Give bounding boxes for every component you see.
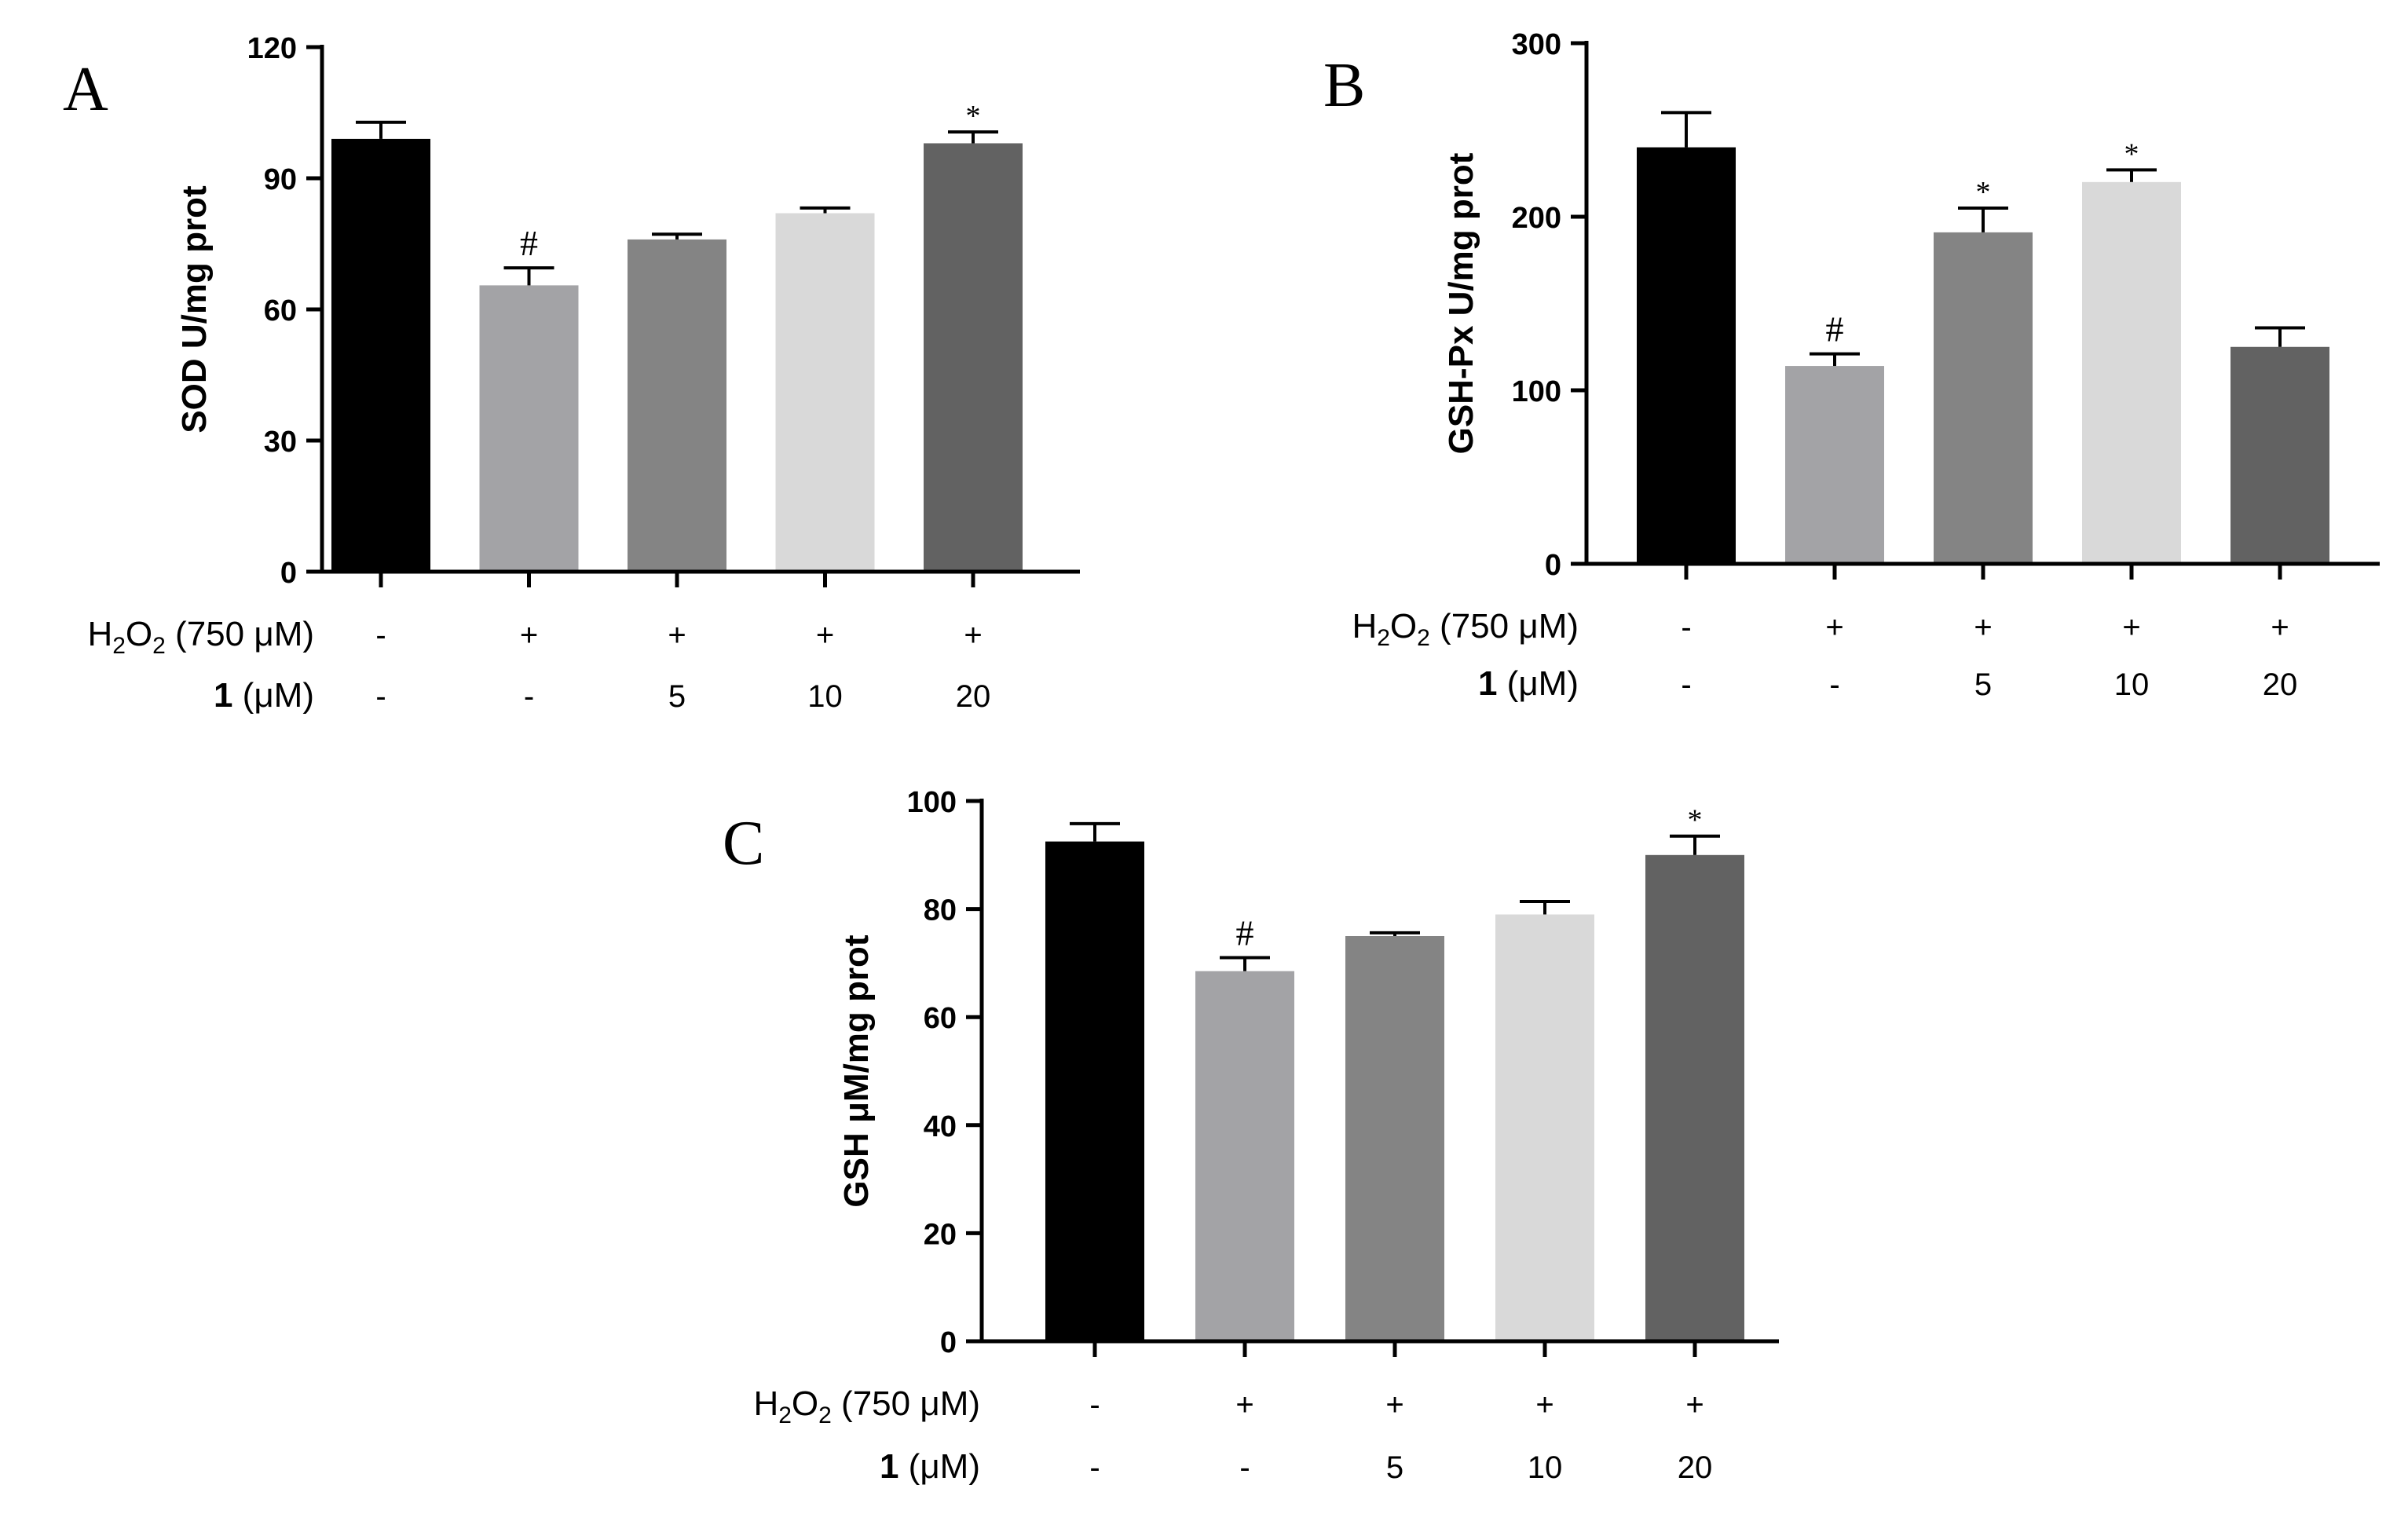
condition-value: 20 [1678, 1450, 1713, 1485]
y-axis-label: GSH μM/mg prot [837, 934, 876, 1207]
condition-value: 10 [1528, 1450, 1563, 1485]
condition-value: 5 [1386, 1450, 1403, 1485]
bar [1637, 147, 1736, 565]
y-tick-label: 0 [1545, 549, 1561, 582]
y-tick-label: 60 [924, 1002, 957, 1035]
condition-value: + [1685, 1388, 1704, 1422]
y-tick-label: 80 [924, 894, 957, 927]
panel-letter: A [63, 55, 108, 124]
chart-panel-a: A # * 0 30 60 90 120 SOD U/mg prot H2O2 (750 μM) -… [63, 32, 1080, 715]
bar [1345, 936, 1444, 1341]
bar [479, 285, 579, 572]
significance-mark: # [1236, 913, 1254, 953]
significance-mark: * [966, 100, 981, 133]
bar [1195, 971, 1294, 1341]
bar [1785, 366, 1884, 564]
bar [924, 143, 1023, 572]
condition-value: - [1089, 1388, 1100, 1422]
y-tick-label: 100 [907, 786, 957, 819]
significance-mark: * [1976, 176, 1991, 209]
y-tick-label: 300 [1512, 28, 1561, 61]
significance-mark: * [1688, 804, 1703, 837]
compound-row-label: 1 (μM) [880, 1447, 980, 1486]
y-tick-label: 200 [1512, 202, 1561, 235]
bar [1934, 232, 2033, 564]
chart-panel-b: B # * * 0 100 200 300 GSH-Px U/mg prot H2O2 (750 … [1323, 28, 2380, 703]
chart-panel-c: C # * 0 20 40 60 80 100 GSH μM/mg prot H2O2 (750 μ… [723, 786, 1779, 1486]
bar [628, 239, 726, 572]
y-tick-label: 120 [247, 32, 297, 65]
condition-value: 20 [956, 679, 991, 714]
bar [1045, 841, 1144, 1341]
condition-value: + [1974, 610, 1992, 645]
y-tick-label: 0 [280, 557, 297, 590]
condition-value: - [375, 618, 386, 653]
h2o2-row-label: H2O2 (750 μM) [753, 1384, 980, 1428]
condition-value: - [375, 679, 386, 714]
condition-value: 10 [807, 679, 843, 714]
condition-value: + [816, 618, 834, 653]
condition-value: - [1239, 1450, 1250, 1485]
panel-letter: B [1323, 51, 1365, 120]
y-tick-label: 20 [924, 1218, 957, 1251]
condition-value: - [524, 679, 534, 714]
condition-value: 5 [1974, 667, 1992, 702]
condition-value: + [1385, 1388, 1403, 1422]
bar [1495, 914, 1594, 1341]
condition-value: 10 [2114, 667, 2150, 702]
compound-row-label: 1 (μM) [214, 676, 314, 715]
condition-value: + [668, 618, 686, 653]
bar [1645, 854, 1744, 1341]
condition-value: + [964, 618, 982, 653]
condition-value: - [1089, 1450, 1100, 1485]
bar [2231, 346, 2329, 564]
compound-row-label: 1 (μM) [1478, 664, 1579, 703]
condition-value: + [1825, 610, 1843, 645]
condition-value: - [1681, 667, 1691, 702]
bar [331, 138, 430, 572]
y-tick-label: 60 [264, 294, 297, 327]
bar [775, 213, 875, 572]
y-tick-label: 40 [924, 1110, 957, 1143]
condition-value: + [1535, 1388, 1553, 1422]
y-tick-label: 100 [1512, 375, 1561, 408]
condition-value: + [520, 618, 538, 653]
condition-value: - [1681, 610, 1691, 645]
panel-letter: C [723, 809, 764, 878]
y-axis-label: SOD U/mg prot [175, 185, 214, 433]
significance-mark: # [1826, 309, 1844, 349]
significance-mark: * [2124, 137, 2139, 170]
h2o2-row-label: H2O2 (750 μM) [87, 615, 314, 659]
significance-mark: # [520, 223, 538, 263]
condition-value: + [2271, 610, 2289, 645]
condition-value: 5 [668, 679, 686, 714]
condition-value: - [1829, 667, 1839, 702]
y-tick-label: 0 [940, 1326, 957, 1359]
condition-value: 20 [2263, 667, 2298, 702]
h2o2-row-label: H2O2 (750 μM) [1352, 607, 1579, 651]
y-tick-label: 30 [264, 426, 297, 459]
y-tick-label: 90 [264, 163, 297, 196]
bar [2082, 181, 2181, 565]
condition-value: + [1235, 1388, 1253, 1422]
condition-value: + [2122, 610, 2140, 645]
y-axis-label: GSH-Px U/mg prot [1442, 152, 1480, 454]
